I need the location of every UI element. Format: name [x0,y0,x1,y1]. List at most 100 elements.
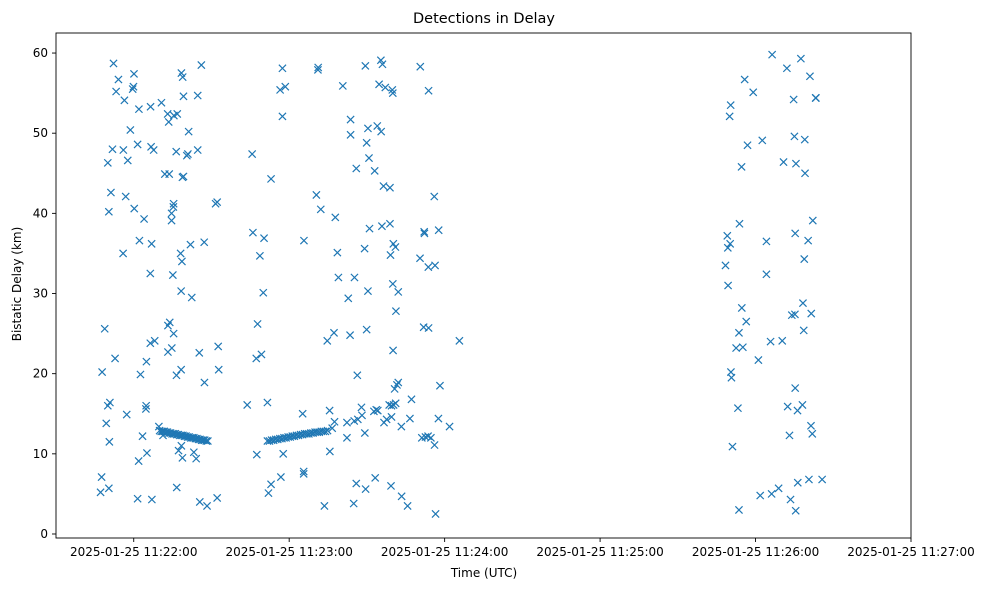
data-point [323,336,332,345]
data-point [754,356,763,365]
data-point [140,214,149,223]
y-tick-label: 20 [33,367,48,381]
y-tick-label: 40 [33,206,48,220]
data-point [126,125,135,135]
data-point [734,505,743,514]
data-point [403,501,412,510]
data-point [128,85,137,94]
data-point [276,85,285,94]
y-axis-label: Bistatic Delay (km) [10,227,24,342]
data-point [352,479,361,488]
data-point [193,91,202,100]
data-point [97,473,106,482]
data-point [357,411,367,420]
data-point [790,132,799,141]
data-point [388,279,397,288]
x-tick-label: 2025-01-25 11:25:00 [536,545,663,559]
data-point [783,402,792,411]
data-point [147,495,156,504]
data-point [373,121,382,131]
data-point [150,336,159,345]
data-point [373,406,382,415]
data-point [179,92,188,101]
data-point [768,50,777,59]
data-point [360,244,369,253]
data-point [133,494,142,503]
data-point [193,146,202,155]
data-point [105,398,114,407]
data-point [264,489,273,498]
data-point [299,467,308,476]
data-point [767,489,776,498]
data-point [430,192,439,201]
data-point [431,509,440,518]
data-point [778,336,787,345]
data-point [121,192,130,201]
data-point [415,254,425,263]
data-point [724,281,733,290]
data-point [200,238,209,247]
data-point [791,384,800,393]
data-point [157,98,166,107]
data-point [361,61,370,70]
data-point [727,373,736,382]
data-point [112,87,121,96]
data-point [782,64,791,73]
data-point [255,251,264,260]
data-point [186,240,195,249]
data-point [278,112,287,121]
data-point [762,237,771,246]
data-point [172,483,181,492]
data-point [435,381,444,390]
data-point [177,365,186,374]
data-point [363,287,372,296]
data-point [375,80,384,89]
data-point [109,59,118,68]
data-point [253,319,262,329]
data-point [329,328,339,337]
data-point [325,447,334,456]
data-point [106,188,115,197]
data-point [352,164,361,173]
data-point [177,287,186,296]
data-point [314,63,323,72]
data-point [183,150,192,159]
data-point [805,72,814,81]
data-point [350,273,359,282]
data-point [142,401,151,410]
data-point [278,64,287,73]
data-point [263,398,272,407]
data-point [424,323,433,333]
data-point [135,236,144,245]
data-point [808,216,817,225]
data-point [248,150,257,159]
data-point [801,169,810,178]
x-tick-label: 2025-01-25 11:23:00 [225,545,352,559]
data-point [800,255,809,264]
data-point [405,414,414,423]
data-point [353,371,362,380]
data-point [142,449,151,458]
data-point [420,227,429,236]
data-point [390,384,399,393]
data-point [163,109,172,118]
data-point [804,475,813,484]
data-point [104,207,113,216]
data-point [281,82,290,91]
data-point [737,162,746,171]
data-point [762,270,771,279]
data-point [743,141,752,150]
data-point [407,395,416,404]
data-point [342,433,351,442]
data-point [424,263,433,272]
data-point [388,85,397,94]
data-point [445,422,454,431]
data-point [123,156,132,165]
data-point [299,469,308,478]
data-point [394,287,403,296]
data-point [169,202,178,211]
data-point [394,378,403,387]
data-point [214,342,223,351]
data-point [276,473,285,482]
data-point [389,346,398,355]
